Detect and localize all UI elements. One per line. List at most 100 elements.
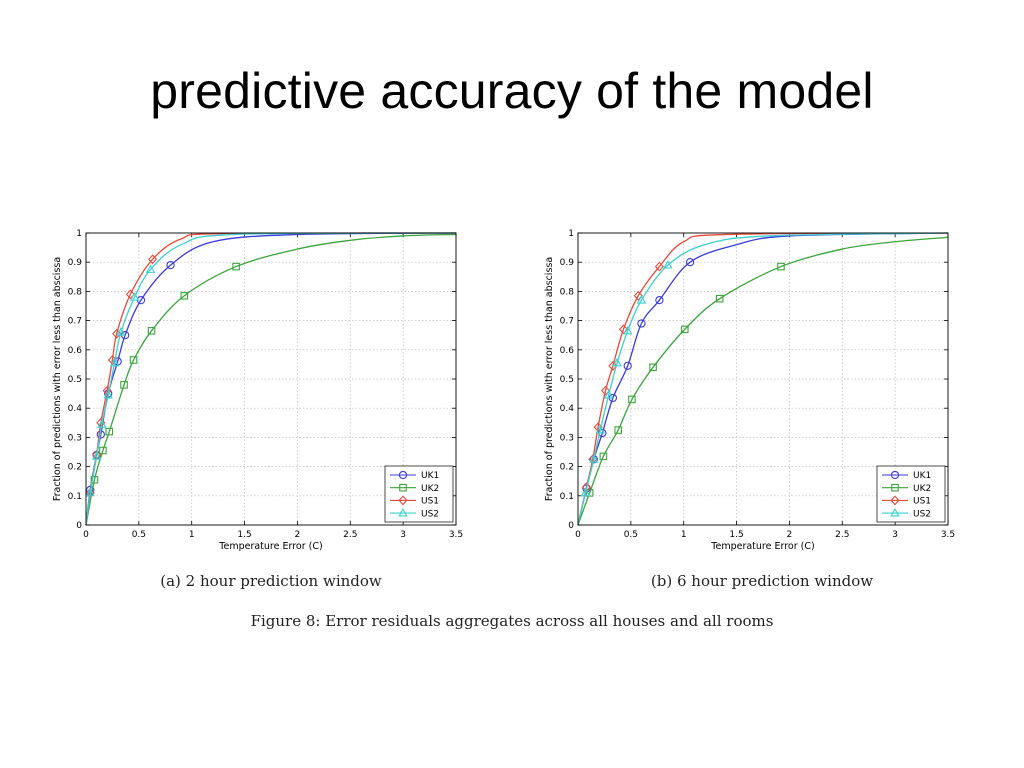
chart-b-ytick-label: 0 [568,521,574,531]
chart-a-xtick-label: 1.5 [237,530,251,540]
chart-a-series-uk2-point [99,446,107,455]
chart-b-series-uk2-point [599,452,608,461]
chart-b-series-uk2-point [715,294,724,303]
chart-a-xtick-label: 2 [295,530,301,540]
chart-b-series-us1-point [608,360,618,371]
chart-a-series-uk2-point [147,327,156,335]
chart-a-ytick-label: 0.3 [68,433,82,443]
chart-a-series-us1-point [125,289,135,300]
chart-b-series-us2-point [612,357,622,367]
chart-b-series-us2-point [663,260,673,269]
subfigure-a-caption: (a) 2 hour prediction window [160,572,382,590]
chart-b-xtick-label: 0.5 [624,530,638,540]
chart-a-xtick-label: 1 [189,530,195,540]
chart-b-xtick-label: 0 [575,530,581,540]
chart-a-series-uk2-point [232,262,240,271]
chart-b-ytick-label: 0.2 [560,463,574,473]
subfigure-b-caption: (b) 6 hour prediction window [650,572,874,590]
chart-a-ytick-label: 0 [76,521,82,531]
slide-title: predictive accuracy of the model [150,63,874,119]
chart-a-series-us2-point [91,451,102,460]
chart-a-series-us2-point [145,264,156,273]
chart-b-series-uk2-point [614,426,622,434]
chart-a-legend-marker [398,470,408,480]
chart-a-legend-marker [398,495,408,506]
chart-b-series-us1-line [577,232,949,526]
chart-a: 0 0.5 1 1.5 2 2.5 3 3.5 0 0.1 0.2 0.3 0.4 0.5 0.6 0.7 0.… [52,229,463,552]
chart-a-series-uk2-line [85,233,457,526]
chart-a-series-us2-point [116,327,126,336]
chart-a-series-us2-point [85,487,95,497]
chart-b-xtick-label: 2.5 [835,530,849,540]
chart-a-ytick-label: 0.5 [68,375,82,385]
chart-b-legend-marker [890,470,900,480]
chart-a-xtick-label: 3 [400,530,406,540]
chart-b-series-us2-point [589,454,599,463]
chart-b-series-us2-point [622,325,633,335]
chart-a-series-us1-point [148,254,158,265]
chart-b-xtick-label: 1 [681,530,687,540]
chart-a-xtick-label: 0.5 [132,530,146,540]
chart-a-ytick-label: 0.7 [68,317,82,327]
chart-b-legend-marker [891,483,899,492]
chart-b-ytick-label: 0.7 [560,317,574,327]
chart-b-series-uk2-point [680,325,689,334]
chart-a-legend-marker [398,508,408,517]
chart-a-series-uk2-point [90,475,99,484]
chart-b-series-uk2-point [649,363,657,372]
chart-b-series-uk2-point [777,262,785,271]
chart-b-series-uk1-point [623,361,632,371]
chart-a-legend: UK1 UK2 US1 US2 [384,465,454,523]
chart-b-axes-frame [577,232,949,526]
chart-a-ytick-label: 1 [76,229,82,239]
chart-a-xtick-label: 0 [83,530,89,540]
chart-a-series-us2-point [103,389,113,399]
chart-a-ytick-label: 0.2 [68,463,82,473]
chart-a-legend-label: US1 [421,497,439,507]
chart-a-series-group [85,232,457,526]
chart-b-legend-marker [890,508,900,517]
chart-b-legend-label: US1 [913,497,931,507]
chart-b-series-us1-point [654,261,664,272]
chart-b-series-uk1-point [685,258,695,267]
chart-a-ytick-label: 0.1 [68,492,82,502]
chart-b-xtick-label: 1.5 [729,530,743,540]
chart-b-ytick-label: 0.9 [560,258,575,268]
chart-b-ytick-label: 0.4 [560,404,575,414]
chart-b-legend-label: UK1 [913,471,931,481]
chart-b-legend: UK1 UK2 US1 US2 [876,465,946,523]
chart-b-series-uk1-point [637,319,646,328]
chart-a-series-uk1-point [166,260,175,270]
chart-a-series-us2-line [85,232,457,526]
chart-b-legend-label: UK2 [913,484,931,494]
chart-b-xtick-label: 3 [892,530,898,540]
chart-b-series-us1-point [600,385,611,396]
chart-b-ytick-label: 0.6 [560,346,575,356]
chart-b-series-uk1-point [655,296,664,305]
chart-a-series-us2-point [109,357,120,367]
chart-b-ytick-label: 0.8 [560,287,575,297]
chart-b-ytick-label: 0.5 [560,375,574,385]
chart-b-xtick-label: 3.5 [941,530,955,540]
chart-a-x-axis-label: Temperature Error (C) [218,541,322,552]
chart-b-y-axis-label: Fraction of predictions with error less … [544,257,555,501]
chart-a-legend-label: UK2 [421,484,439,494]
chart-b-series-us2-line [577,232,949,526]
chart-b-series-group [577,232,949,526]
chart-a-series-us2-point [129,292,140,301]
chart-a-series-uk2-point [105,427,114,436]
chart-b-series-us2-point [603,389,614,399]
chart-a-series-uk2-point [180,291,189,300]
chart-a-legend-label: UK1 [421,471,439,481]
chart-b-ytick-label: 1 [568,229,574,239]
chart-a-series-uk2-point [120,381,128,389]
chart-b-series-us2-point [595,425,605,434]
chart-a-series-us2-point [97,419,107,428]
chart-b: 0 0.5 1 1.5 2 2.5 3 3.5 0 0.1 0.2 0.3 0.4 0.5 0.6 0.7 0.… [544,229,955,552]
chart-a-ytick-label: 0.9 [68,258,83,268]
chart-b-series-us2-point [636,295,647,304]
chart-b-xtick-label: 2 [787,530,793,540]
chart-b-series-uk2-line [577,236,949,526]
chart-a-ytick-label: 0.6 [68,346,83,356]
chart-b-series-us1-point [633,290,643,301]
